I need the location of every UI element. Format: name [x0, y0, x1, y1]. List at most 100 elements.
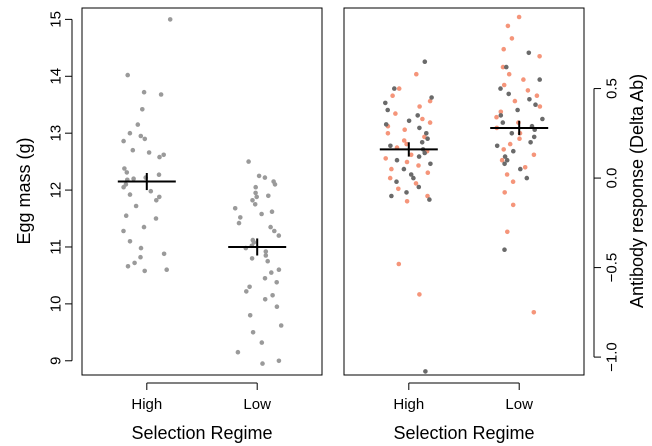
dark-data-point	[383, 100, 388, 106]
data-point	[274, 304, 280, 310]
data-point	[157, 194, 162, 200]
salmon-data-point	[408, 152, 414, 158]
y-tick-label: 14	[47, 68, 64, 85]
dark-data-point	[427, 197, 432, 202]
salmon-data-point	[521, 77, 526, 82]
salmon-data-point	[512, 98, 518, 104]
dark-data-point	[502, 247, 507, 252]
salmon-data-point	[425, 170, 431, 175]
dark-data-point	[518, 166, 523, 172]
data-point	[138, 245, 144, 251]
salmon-data-point	[404, 159, 410, 165]
data-point	[133, 203, 139, 209]
data-point	[141, 224, 147, 230]
dark-data-point	[502, 161, 507, 167]
dark-data-point	[422, 59, 428, 64]
antibody-panel: −1.0−0.50.00.5 High Low Selection Regime …	[343, 7, 647, 443]
data-point	[259, 211, 264, 217]
x-tick-label: Low	[505, 396, 533, 413]
salmon-data-point	[534, 93, 540, 98]
salmon-data-point	[385, 131, 391, 136]
data-point	[252, 202, 258, 207]
data-point	[164, 267, 169, 273]
x-tick-label: High	[131, 396, 162, 413]
salmon-data-point	[387, 175, 393, 181]
dark-data-point	[417, 125, 422, 131]
dark-data-point	[428, 161, 433, 167]
data-point	[141, 89, 147, 95]
y-tick-label: 0.0	[603, 168, 620, 189]
dark-data-point	[383, 122, 389, 127]
data-point	[256, 173, 262, 179]
data-point	[247, 313, 253, 318]
y-tick-label: 13	[47, 125, 64, 142]
data-point	[121, 228, 126, 234]
data-point	[251, 240, 257, 245]
data-point	[142, 268, 147, 274]
dark-data-point	[511, 148, 516, 154]
data-point	[246, 159, 251, 164]
dark-data-point	[392, 86, 397, 91]
antibody-x-axis: High Low	[393, 382, 533, 413]
data-point	[276, 358, 282, 364]
data-point	[153, 216, 159, 221]
data-point	[156, 172, 162, 177]
data-point	[249, 256, 255, 261]
salmon-data-point	[402, 127, 408, 132]
data-point	[127, 130, 133, 136]
egg-mass-plot-frame	[81, 7, 323, 376]
y-tick-label: 11	[47, 239, 64, 255]
salmon-data-point	[506, 71, 512, 77]
egg-mass-y-axis-title: Egg mass (g)	[14, 137, 34, 244]
data-point	[270, 293, 275, 298]
salmon-data-point	[501, 82, 507, 88]
dark-data-point	[504, 64, 509, 70]
data-point	[158, 92, 164, 97]
dark-data-point	[540, 116, 545, 122]
data-point	[124, 170, 130, 175]
x-tick-label: Low	[243, 396, 271, 413]
data-point	[161, 251, 167, 257]
dark-data-point	[406, 118, 412, 124]
antibody-summary-bars	[379, 120, 549, 157]
data-point	[265, 258, 271, 264]
dark-data-point	[504, 157, 510, 163]
dark-data-point	[533, 102, 538, 107]
dark-data-point	[500, 120, 506, 125]
data-point	[157, 154, 162, 160]
data-point	[278, 323, 284, 328]
antibody-y-axis-title: Antibody response (Delta Ab)	[627, 74, 647, 308]
data-point	[253, 184, 258, 190]
salmon-data-point	[504, 172, 510, 177]
data-point	[262, 297, 268, 302]
salmon-data-point	[525, 88, 531, 93]
salmon-data-point	[390, 93, 395, 98]
salmon-data-point	[537, 104, 543, 109]
data-point	[140, 107, 145, 112]
data-point	[276, 233, 282, 238]
antibody-y-axis: −1.0 −0.5 0.0 0.5	[593, 78, 620, 372]
dark-data-point	[411, 175, 416, 181]
egg-mass-panel: 9 10 11 12 13 14 15 High Low Selection Regime E…	[14, 7, 323, 443]
data-point	[244, 289, 249, 294]
salmon-data-point	[531, 152, 537, 158]
data-point	[125, 72, 130, 78]
data-point	[272, 228, 277, 234]
x-tick-label: High	[393, 396, 424, 413]
egg-mass-points	[121, 17, 284, 366]
salmon-data-point	[416, 163, 421, 168]
dark-data-point	[509, 131, 515, 136]
salmon-data-point	[505, 229, 510, 235]
antibody-points	[383, 14, 545, 374]
data-point	[161, 152, 166, 158]
data-point	[272, 182, 278, 187]
dark-data-point	[404, 190, 409, 195]
data-point	[127, 239, 133, 244]
data-point	[125, 264, 131, 269]
salmon-data-point	[417, 104, 422, 109]
salmon-data-point	[502, 190, 508, 195]
data-point	[266, 193, 271, 199]
y-tick-label: −1.0	[603, 342, 620, 372]
salmon-data-point	[510, 179, 516, 184]
